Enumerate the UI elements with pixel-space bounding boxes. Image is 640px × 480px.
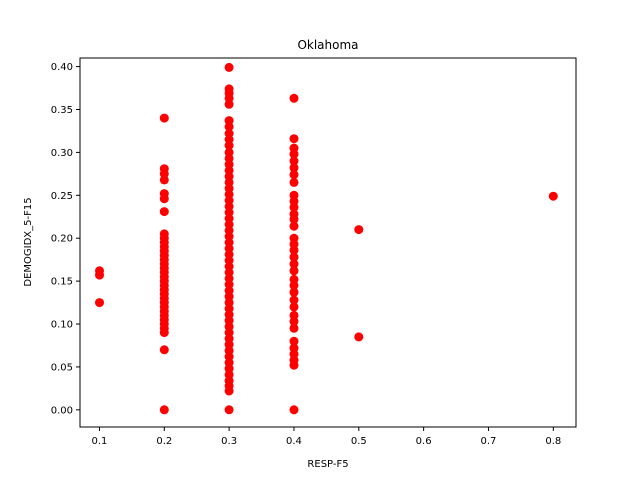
y-tick-label: 0.40 bbox=[51, 62, 73, 73]
x-tick-label: 0.2 bbox=[156, 436, 172, 447]
y-tick-label: 0.25 bbox=[51, 191, 73, 202]
x-tick-label: 0.1 bbox=[91, 436, 107, 447]
data-point bbox=[95, 298, 104, 308]
data-point bbox=[159, 194, 169, 204]
data-point bbox=[224, 99, 234, 109]
chart-title: Oklahoma bbox=[297, 38, 358, 52]
y-tick-label: 0.30 bbox=[51, 148, 73, 159]
data-point bbox=[289, 336, 299, 346]
x-axis-label: RESP-F5 bbox=[307, 459, 348, 470]
data-point bbox=[289, 149, 299, 159]
data-point bbox=[289, 156, 299, 166]
data-point bbox=[289, 177, 299, 187]
data-point bbox=[289, 163, 299, 173]
y-tick-label: 0.05 bbox=[51, 362, 73, 373]
data-point bbox=[289, 295, 299, 305]
data-point bbox=[289, 360, 299, 370]
data-point bbox=[289, 134, 299, 144]
data-point bbox=[224, 122, 234, 132]
x-axis-ticks: 0.1 0.2 0.3 0.4 0.5 0.6 0.7 0.8 bbox=[91, 427, 561, 447]
data-point bbox=[354, 225, 364, 235]
data-point bbox=[159, 175, 169, 185]
y-tick-label: 0.15 bbox=[51, 277, 73, 288]
x-tick-label: 0.7 bbox=[481, 436, 497, 447]
data-point bbox=[354, 332, 364, 342]
y-axis-label: DEMOGIDX_5-F15 bbox=[23, 197, 34, 286]
x-tick-label: 0.4 bbox=[286, 436, 302, 447]
data-point bbox=[159, 207, 169, 217]
data-point bbox=[159, 328, 169, 338]
data-point bbox=[289, 302, 299, 312]
data-point bbox=[159, 113, 169, 123]
data-point bbox=[289, 266, 299, 276]
data-point bbox=[224, 405, 234, 415]
data-point bbox=[159, 405, 169, 415]
data-point bbox=[289, 287, 299, 297]
data-point bbox=[224, 141, 234, 150]
data-point bbox=[289, 316, 299, 326]
data-point bbox=[289, 405, 299, 415]
data-point bbox=[289, 221, 299, 231]
data-point bbox=[289, 259, 299, 269]
y-tick-label: 0.20 bbox=[51, 234, 73, 245]
data-point bbox=[289, 252, 299, 262]
data-point bbox=[224, 62, 234, 72]
data-point bbox=[289, 93, 299, 103]
data-point bbox=[289, 214, 299, 224]
points-layer bbox=[95, 62, 558, 415]
x-tick-label: 0.5 bbox=[351, 436, 367, 447]
x-tick-label: 0.8 bbox=[545, 436, 561, 447]
data-point bbox=[289, 245, 299, 255]
data-point bbox=[289, 202, 299, 212]
data-point bbox=[95, 270, 104, 280]
data-point bbox=[289, 280, 299, 290]
data-point bbox=[224, 386, 234, 396]
y-tick-label: 0.00 bbox=[51, 405, 73, 416]
y-tick-label: 0.35 bbox=[51, 105, 73, 116]
data-point bbox=[159, 345, 169, 355]
data-point bbox=[548, 191, 558, 201]
x-tick-label: 0.6 bbox=[416, 436, 432, 447]
plot-frame bbox=[79, 57, 577, 428]
data-point bbox=[289, 170, 299, 180]
y-tick-label: 0.10 bbox=[51, 320, 73, 331]
y-axis-ticks: 0.00 0.05 0.10 0.15 0.20 0.25 0.30 0.35 0.40 bbox=[51, 62, 80, 416]
data-point bbox=[289, 323, 299, 333]
x-tick-label: 0.3 bbox=[221, 436, 237, 447]
